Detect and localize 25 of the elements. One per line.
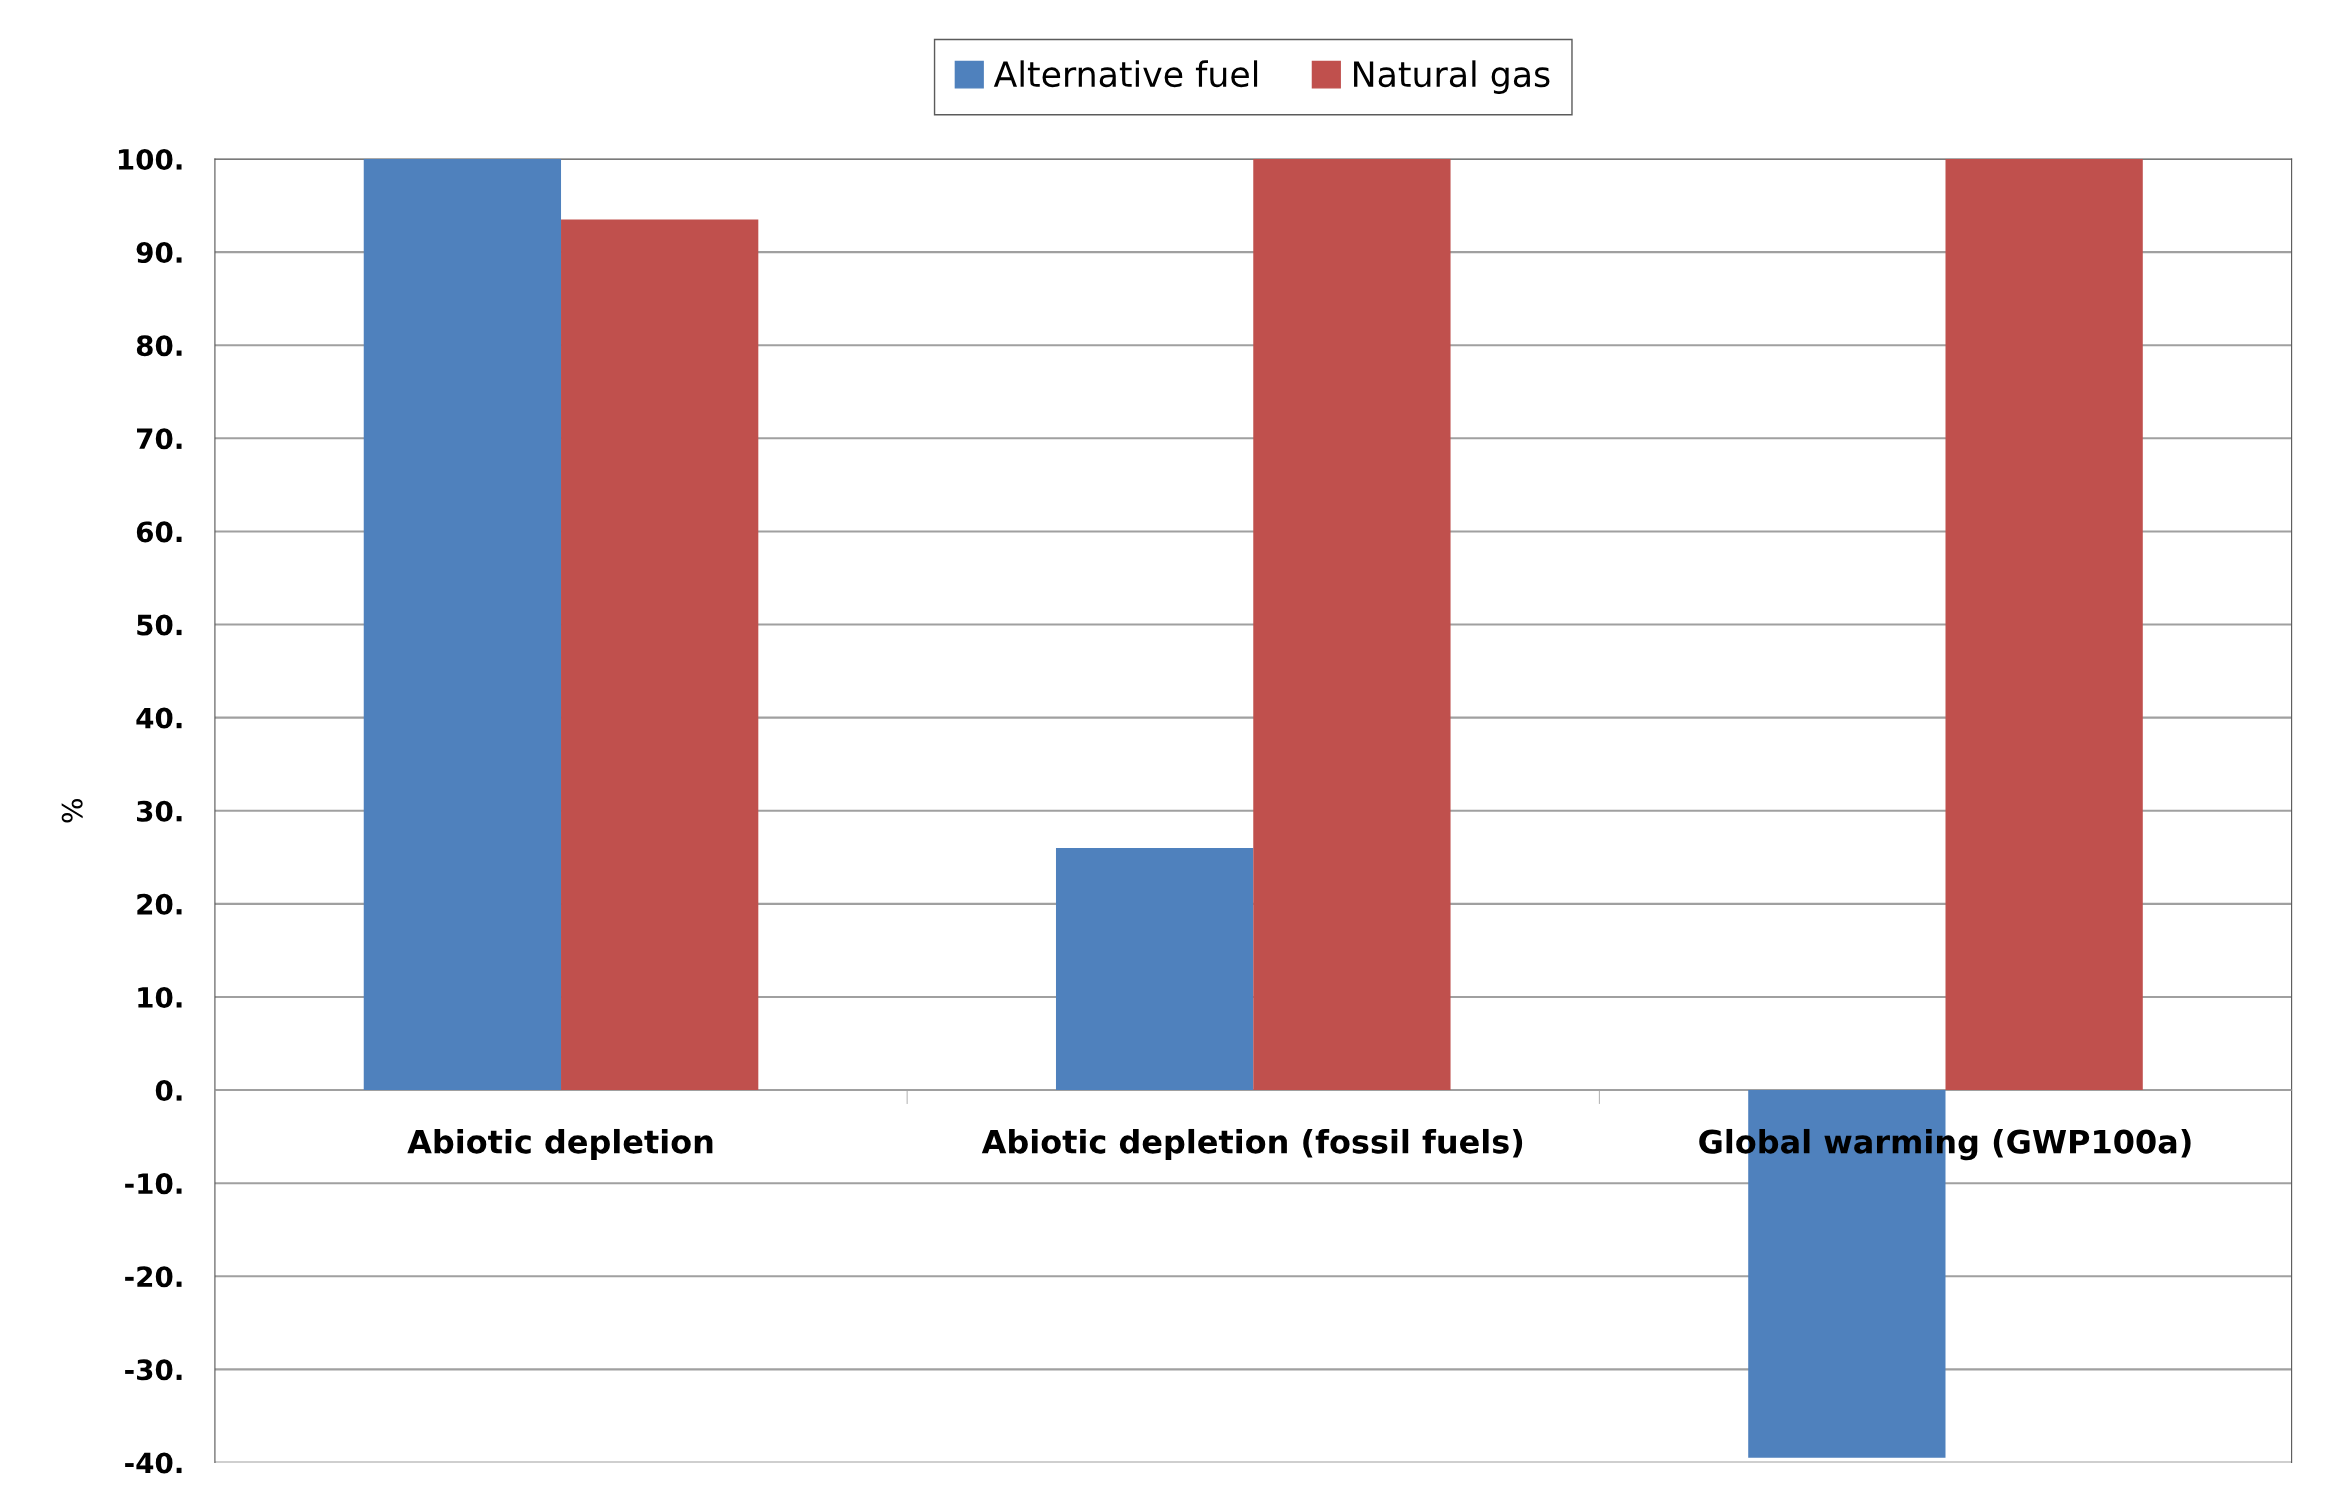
y-tick-label: 40. xyxy=(136,707,182,729)
y-tick-label: 50. xyxy=(137,614,182,636)
y-tick-label: 60. xyxy=(136,521,182,543)
y-tick-label: 80. xyxy=(136,335,182,357)
y-tick-label: 20. xyxy=(137,893,182,915)
y-tick-label: 100. xyxy=(118,148,182,170)
y-tick-label: -30. xyxy=(125,1359,182,1381)
bar xyxy=(561,219,759,1091)
bar xyxy=(1055,847,1254,1091)
bar xyxy=(1253,159,1451,1091)
y-tick-label: 10. xyxy=(138,986,182,1008)
bar xyxy=(1945,159,2143,1091)
legend-label: Alternative fuel xyxy=(993,60,1258,88)
y-tick-label: 30. xyxy=(137,800,182,822)
x-tick-label: Abiotic depletion xyxy=(407,1128,713,1160)
y-tick-label: -20. xyxy=(125,1266,182,1288)
bar xyxy=(363,159,562,1091)
y-tick-label: -10. xyxy=(125,1173,182,1195)
legend-label: Natural gas xyxy=(1354,60,1550,94)
y-tick-label: 0. xyxy=(155,1080,182,1102)
y-tick-label: -40. xyxy=(125,1452,182,1474)
x-tick-label: Abiotic depletion (fossil fuels) xyxy=(981,1128,1523,1160)
y-tick-label: 90. xyxy=(136,242,182,264)
y-tick-label: 70. xyxy=(137,428,182,450)
y-axis-title: % xyxy=(61,799,83,823)
